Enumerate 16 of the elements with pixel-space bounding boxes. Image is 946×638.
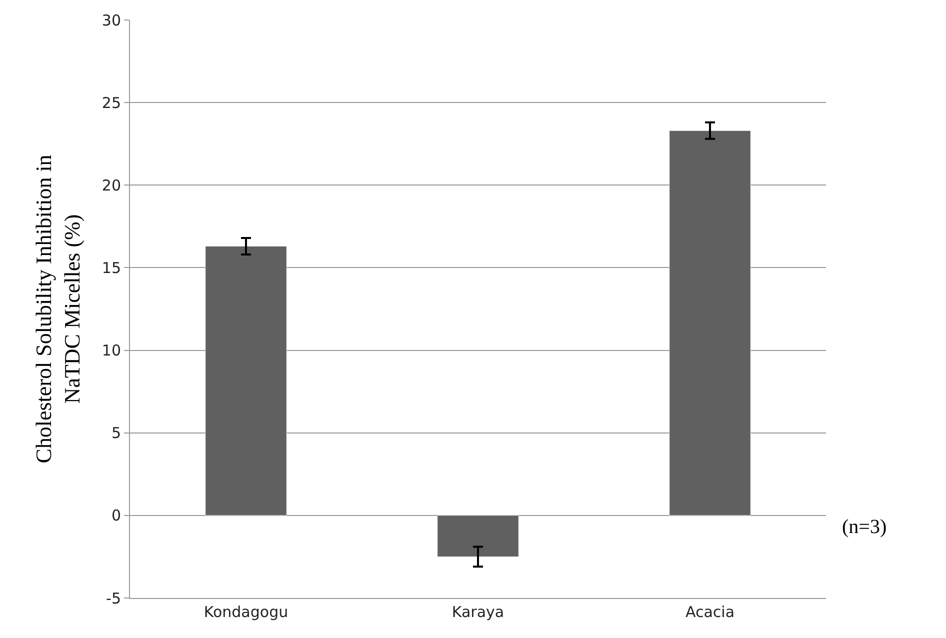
text: (n=3) <box>842 516 887 538</box>
y-tick-label: 10 <box>102 342 121 360</box>
y-tick-label: 0 <box>111 506 121 525</box>
bar <box>205 246 287 516</box>
y-tick-label: 15 <box>102 258 121 277</box>
x-tick-label: Acacia <box>685 603 735 621</box>
y-tick-label: -5 <box>106 589 121 608</box>
y-tick-label: 30 <box>102 11 121 30</box>
bar <box>437 515 519 557</box>
bar <box>669 130 751 516</box>
y-tick-label: 20 <box>102 176 121 194</box>
x-tick-label: Karaya <box>452 603 504 621</box>
y-tick-label: 5 <box>111 424 121 442</box>
y-tick-label: 25 <box>102 94 121 112</box>
x-tick-label: Kondagogu <box>204 603 288 621</box>
y-axis-title: Cholesterol Solubility Inhibition in NaTDC Micelles (%) <box>31 154 85 464</box>
